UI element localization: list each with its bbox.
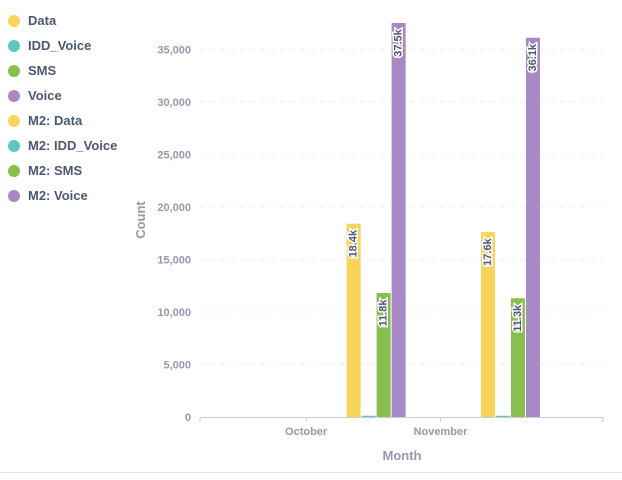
y-tick-label: 20,000: [157, 202, 191, 214]
legend-label: Data: [28, 13, 57, 28]
legend-label: M2: IDD_Voice: [28, 138, 118, 153]
bar: [346, 223, 361, 417]
data-label: 36.1k: [527, 43, 539, 71]
legend-label: SMS: [28, 63, 57, 78]
bar: [495, 415, 510, 417]
legend-label: IDD_Voice: [28, 38, 92, 53]
legend-item[interactable]: SMS: [8, 58, 117, 83]
legend-item[interactable]: M2: Data: [8, 108, 117, 133]
legend-item[interactable]: M2: IDD_Voice: [8, 133, 117, 158]
y-tick-label: 5,000: [163, 359, 191, 371]
legend-swatch: [8, 64, 20, 77]
y-axis-title: Count: [133, 201, 148, 239]
bar: [361, 415, 376, 417]
bar: [510, 298, 525, 417]
y-tick-label: 15,000: [157, 254, 191, 266]
legend-swatch: [8, 14, 20, 27]
legend: Data IDD_Voice SMS Voice M2: Data M2: IDD_Voi…: [8, 8, 117, 208]
data-label: 11.3k: [512, 304, 524, 332]
y-tick-label: 25,000: [157, 149, 191, 161]
y-tick-label: 10,000: [157, 307, 191, 319]
legend-swatch: [8, 139, 20, 152]
data-label: 17.6k: [482, 237, 494, 265]
legend-swatch: [8, 189, 20, 202]
legend-swatch: [8, 114, 20, 127]
bar: [480, 232, 495, 417]
legend-swatch: [8, 39, 20, 52]
legend-label: M2: Voice: [28, 188, 88, 203]
bar: [376, 293, 391, 417]
data-label: 18.4k: [348, 229, 360, 257]
bar: [525, 37, 540, 418]
legend-label: M2: SMS: [28, 163, 83, 178]
legend-item[interactable]: M2: Voice: [8, 183, 117, 208]
legend-swatch: [8, 164, 20, 177]
data-label: 11.8k: [378, 299, 390, 327]
legend-item[interactable]: M2: SMS: [8, 158, 117, 183]
legend-label: Voice: [28, 88, 62, 103]
x-axis-title: Month: [383, 448, 422, 463]
legend-item[interactable]: Voice: [8, 83, 117, 108]
legend-item[interactable]: Data: [8, 8, 117, 33]
legend-label: M2: Data: [28, 113, 83, 128]
y-tick-label: 30,000: [157, 97, 191, 109]
y-tick-label: 0: [185, 412, 191, 424]
legend-item[interactable]: IDD_Voice: [8, 33, 117, 58]
x-tick-label: November: [414, 426, 469, 438]
bar: [391, 23, 406, 417]
legend-swatch: [8, 89, 20, 102]
bottom-divider: [0, 472, 622, 473]
y-tick-label: 35,000: [157, 44, 191, 56]
x-tick-label: October: [285, 426, 328, 438]
data-label: 37.5k: [393, 28, 405, 56]
